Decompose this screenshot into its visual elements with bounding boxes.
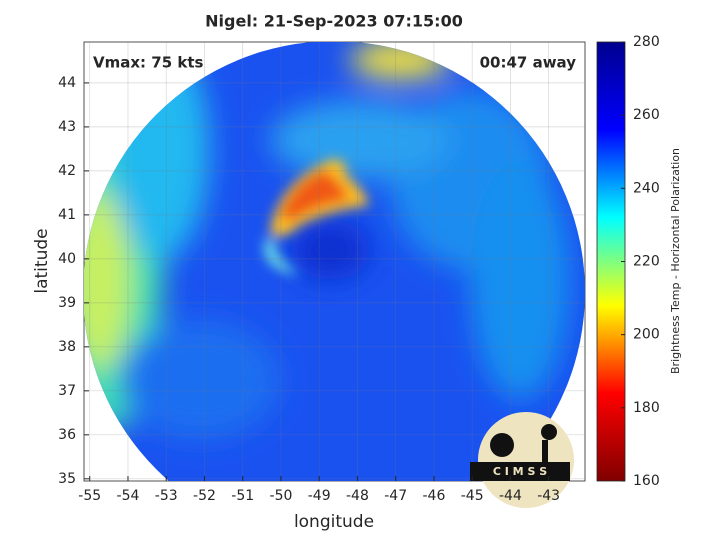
y-tick-label: 39 (58, 295, 76, 311)
colorbar-tick-label: 180 (633, 400, 660, 416)
y-tick-label: 41 (58, 207, 76, 223)
x-tick-label: -46 (422, 488, 445, 504)
satellite-image (84, 42, 585, 481)
y-tick-label: 42 (58, 163, 76, 179)
x-tick-label: -43 (537, 488, 560, 504)
y-tick-label: 37 (58, 383, 76, 399)
chart-title: Nigel: 21-Sep-2023 07:15:00 (205, 12, 463, 31)
y-tick-label: 36 (58, 427, 76, 443)
y-tick-label: 35 (58, 471, 76, 487)
colorbar-tick-label: 260 (633, 107, 660, 123)
x-tick-label: -50 (270, 488, 293, 504)
y-tick-label: 40 (58, 251, 76, 267)
annotation: 00:47 away (480, 54, 577, 72)
annotation: Vmax: 75 kts (93, 54, 203, 72)
x-tick-label: -53 (155, 488, 178, 504)
x-tick-label: -52 (193, 488, 216, 504)
colorbar (596, 41, 626, 482)
x-tick-label: -51 (231, 488, 254, 504)
y-tick-label: 43 (58, 119, 76, 135)
x-tick-label: -55 (78, 488, 101, 504)
x-tick-label: -48 (346, 488, 369, 504)
colorbar-tick-label: 160 (633, 473, 660, 489)
x-tick-label: -49 (308, 488, 331, 504)
x-axis-label: longitude (294, 512, 374, 532)
colorbar-tick-label: 200 (633, 327, 660, 343)
logo: C I M S S (470, 412, 574, 508)
x-tick-label: -45 (461, 488, 484, 504)
x-tick-label: -44 (499, 488, 522, 504)
colorbar-label: Brightness Temp - Horizontal Polarizatio… (669, 148, 682, 374)
logo-text: C I M S S (493, 465, 547, 478)
x-tick-label: -47 (384, 488, 407, 504)
y-tick-label: 44 (58, 75, 76, 91)
y-tick-label: 38 (58, 339, 76, 355)
colorbar-tick-label: 220 (633, 254, 660, 270)
colorbar-tick-label: 240 (633, 180, 660, 196)
y-axis-label: latitude (32, 228, 52, 293)
colorbar-tick-label: 280 (633, 34, 660, 50)
x-tick-label: -54 (117, 488, 140, 504)
